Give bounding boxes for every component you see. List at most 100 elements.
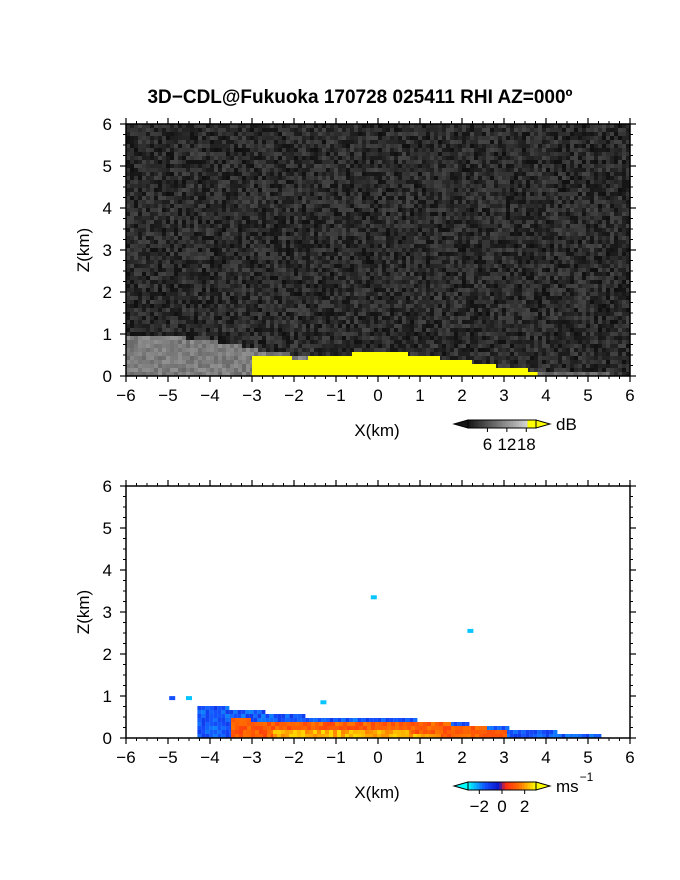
y-tick-label: 5 xyxy=(103,519,112,538)
colorbar-segment xyxy=(519,782,523,790)
colorbar-segment xyxy=(530,782,534,790)
colorbar-segment xyxy=(479,782,483,790)
colorbar-segment xyxy=(485,420,489,428)
data-region-3 xyxy=(273,730,441,738)
noise-cells xyxy=(126,124,630,376)
colorbar-segment xyxy=(468,420,472,428)
y-tick-label: 1 xyxy=(103,687,112,706)
colorbar-tick-label: −2 xyxy=(470,797,489,816)
x-tick-label: 1 xyxy=(415,386,424,405)
data-point-5 xyxy=(320,700,327,705)
x-tick-label: −1 xyxy=(326,748,345,767)
x-tick-label: −3 xyxy=(242,386,261,405)
x-tick-label: 6 xyxy=(625,386,634,405)
y-tick-label: 3 xyxy=(103,603,112,622)
y-axis-label: Z(km) xyxy=(74,590,93,634)
y-tick-label: 4 xyxy=(103,561,112,580)
x-tick-label: 5 xyxy=(583,748,592,767)
colorbar-segment xyxy=(507,782,511,790)
colorbar-segment xyxy=(496,782,500,790)
colorbar-unit-superscript: −1 xyxy=(580,770,594,784)
colorbar: 6 12 18 dB xyxy=(452,415,577,454)
colorbar-segment xyxy=(507,420,511,428)
colorbar-segment xyxy=(527,782,531,790)
colorbar-segment xyxy=(510,782,514,790)
y-tick-label: 0 xyxy=(103,729,112,748)
colorbar-segment xyxy=(521,420,526,428)
colorbar-segment xyxy=(487,420,492,428)
colorbar-segment xyxy=(482,782,486,790)
colorbar-tick-label: 18 xyxy=(517,435,536,454)
x-tick-label: 0 xyxy=(373,748,382,767)
colorbar-unit: ms xyxy=(556,777,579,796)
colorbar-segment xyxy=(490,420,494,428)
plot-area xyxy=(126,486,630,738)
x-tick-label: −2 xyxy=(284,386,303,405)
x-tick-label: −1 xyxy=(326,386,345,405)
colorbar-high-arrow xyxy=(535,419,552,429)
colorbar-segment xyxy=(473,782,477,790)
colorbar-segment xyxy=(513,782,517,790)
x-tick-label: 2 xyxy=(457,748,466,767)
y-tick-label: 6 xyxy=(103,477,112,496)
colorbar-segment xyxy=(482,420,486,428)
colorbar-high-arrow xyxy=(535,781,552,791)
x-tick-label: −3 xyxy=(242,748,261,767)
y-tick-label: 5 xyxy=(103,157,112,176)
x-axis: −6 −5 −4 −3 −2 −1 0 1 2 3 4 5 6 xyxy=(116,480,635,767)
colorbar-segment xyxy=(476,420,480,428)
colorbar-segment xyxy=(521,782,526,790)
x-tick-label: 5 xyxy=(583,386,592,405)
colorbar-tick-label: 6 xyxy=(483,435,492,454)
colorbar-segment xyxy=(516,782,520,790)
colorbar-segment xyxy=(527,420,531,428)
y-tick-label: 1 xyxy=(103,325,112,344)
colorbar-segment xyxy=(524,420,528,428)
colorbar-segment xyxy=(476,782,480,790)
colorbar-segment xyxy=(524,782,528,790)
colorbar-segment xyxy=(473,420,477,428)
data-point-3 xyxy=(169,696,176,701)
colorbar-segment xyxy=(519,420,523,428)
colorbar-segment xyxy=(470,782,475,790)
colorbar-segment xyxy=(533,420,537,428)
data-point-1 xyxy=(370,595,377,600)
colorbar-segment xyxy=(516,420,520,428)
x-axis: −6 −5 −4 −3 −2 −1 0 1 2 3 4 5 6 xyxy=(116,118,635,405)
colorbar-segment xyxy=(504,782,509,790)
colorbar-segment xyxy=(496,420,500,428)
x-tick-label: 4 xyxy=(541,386,550,405)
y-tick-label: 6 xyxy=(103,115,112,134)
y-tick-label: 0 xyxy=(103,367,112,386)
colorbar-tick-label: 12 xyxy=(497,435,516,454)
colorbar-low-arrow xyxy=(452,419,469,429)
colorbar-segment xyxy=(490,782,494,790)
x-tick-label: 3 xyxy=(499,386,508,405)
figure-title: 3D−CDL@Fukuoka 170728 025411 RHI AZ=000º xyxy=(147,87,573,108)
colorbar-tick-label: 2 xyxy=(520,797,529,816)
x-tick-label: −4 xyxy=(200,386,219,405)
x-tick-label: −6 xyxy=(116,386,135,405)
x-tick-label: −6 xyxy=(116,748,135,767)
colorbar-segment xyxy=(485,782,489,790)
colorbar-low-arrow xyxy=(452,781,469,791)
colorbar-segment xyxy=(487,782,492,790)
colorbar-segment xyxy=(499,420,503,428)
colorbar-segment xyxy=(470,420,475,428)
colorbar-segment xyxy=(479,420,483,428)
x-tick-label: 4 xyxy=(541,748,550,767)
data-point-2 xyxy=(467,628,474,633)
x-tick-label: −5 xyxy=(158,386,177,405)
colorbar-segment xyxy=(493,782,497,790)
x-axis-label: X(km) xyxy=(354,783,399,802)
y-tick-label: 4 xyxy=(103,199,112,218)
x-tick-label: −5 xyxy=(158,748,177,767)
colorbar-unit: dB xyxy=(556,415,577,434)
y-tick-label: 2 xyxy=(103,283,112,302)
colorbar-tick-label: 0 xyxy=(497,797,506,816)
data-point-4 xyxy=(186,696,192,701)
x-tick-label: 1 xyxy=(415,748,424,767)
x-axis-label: X(km) xyxy=(354,421,399,440)
